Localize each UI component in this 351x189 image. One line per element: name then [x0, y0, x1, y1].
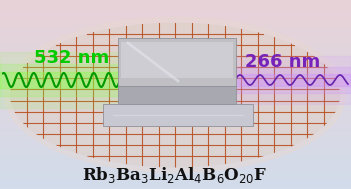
Text: Rb$_3$Ba$_3$Li$_2$Al$_4$B$_6$O$_{20}$F: Rb$_3$Ba$_3$Li$_2$Al$_4$B$_6$O$_{20}$F [82, 165, 268, 185]
Text: 532 nm: 532 nm [34, 49, 110, 67]
Ellipse shape [10, 22, 340, 167]
Text: 266 nm: 266 nm [245, 53, 320, 71]
Bar [118, 38, 236, 86]
Bar [118, 86, 236, 104]
Bar [121, 42, 233, 78]
Bar [103, 104, 253, 126]
Ellipse shape [5, 18, 345, 173]
